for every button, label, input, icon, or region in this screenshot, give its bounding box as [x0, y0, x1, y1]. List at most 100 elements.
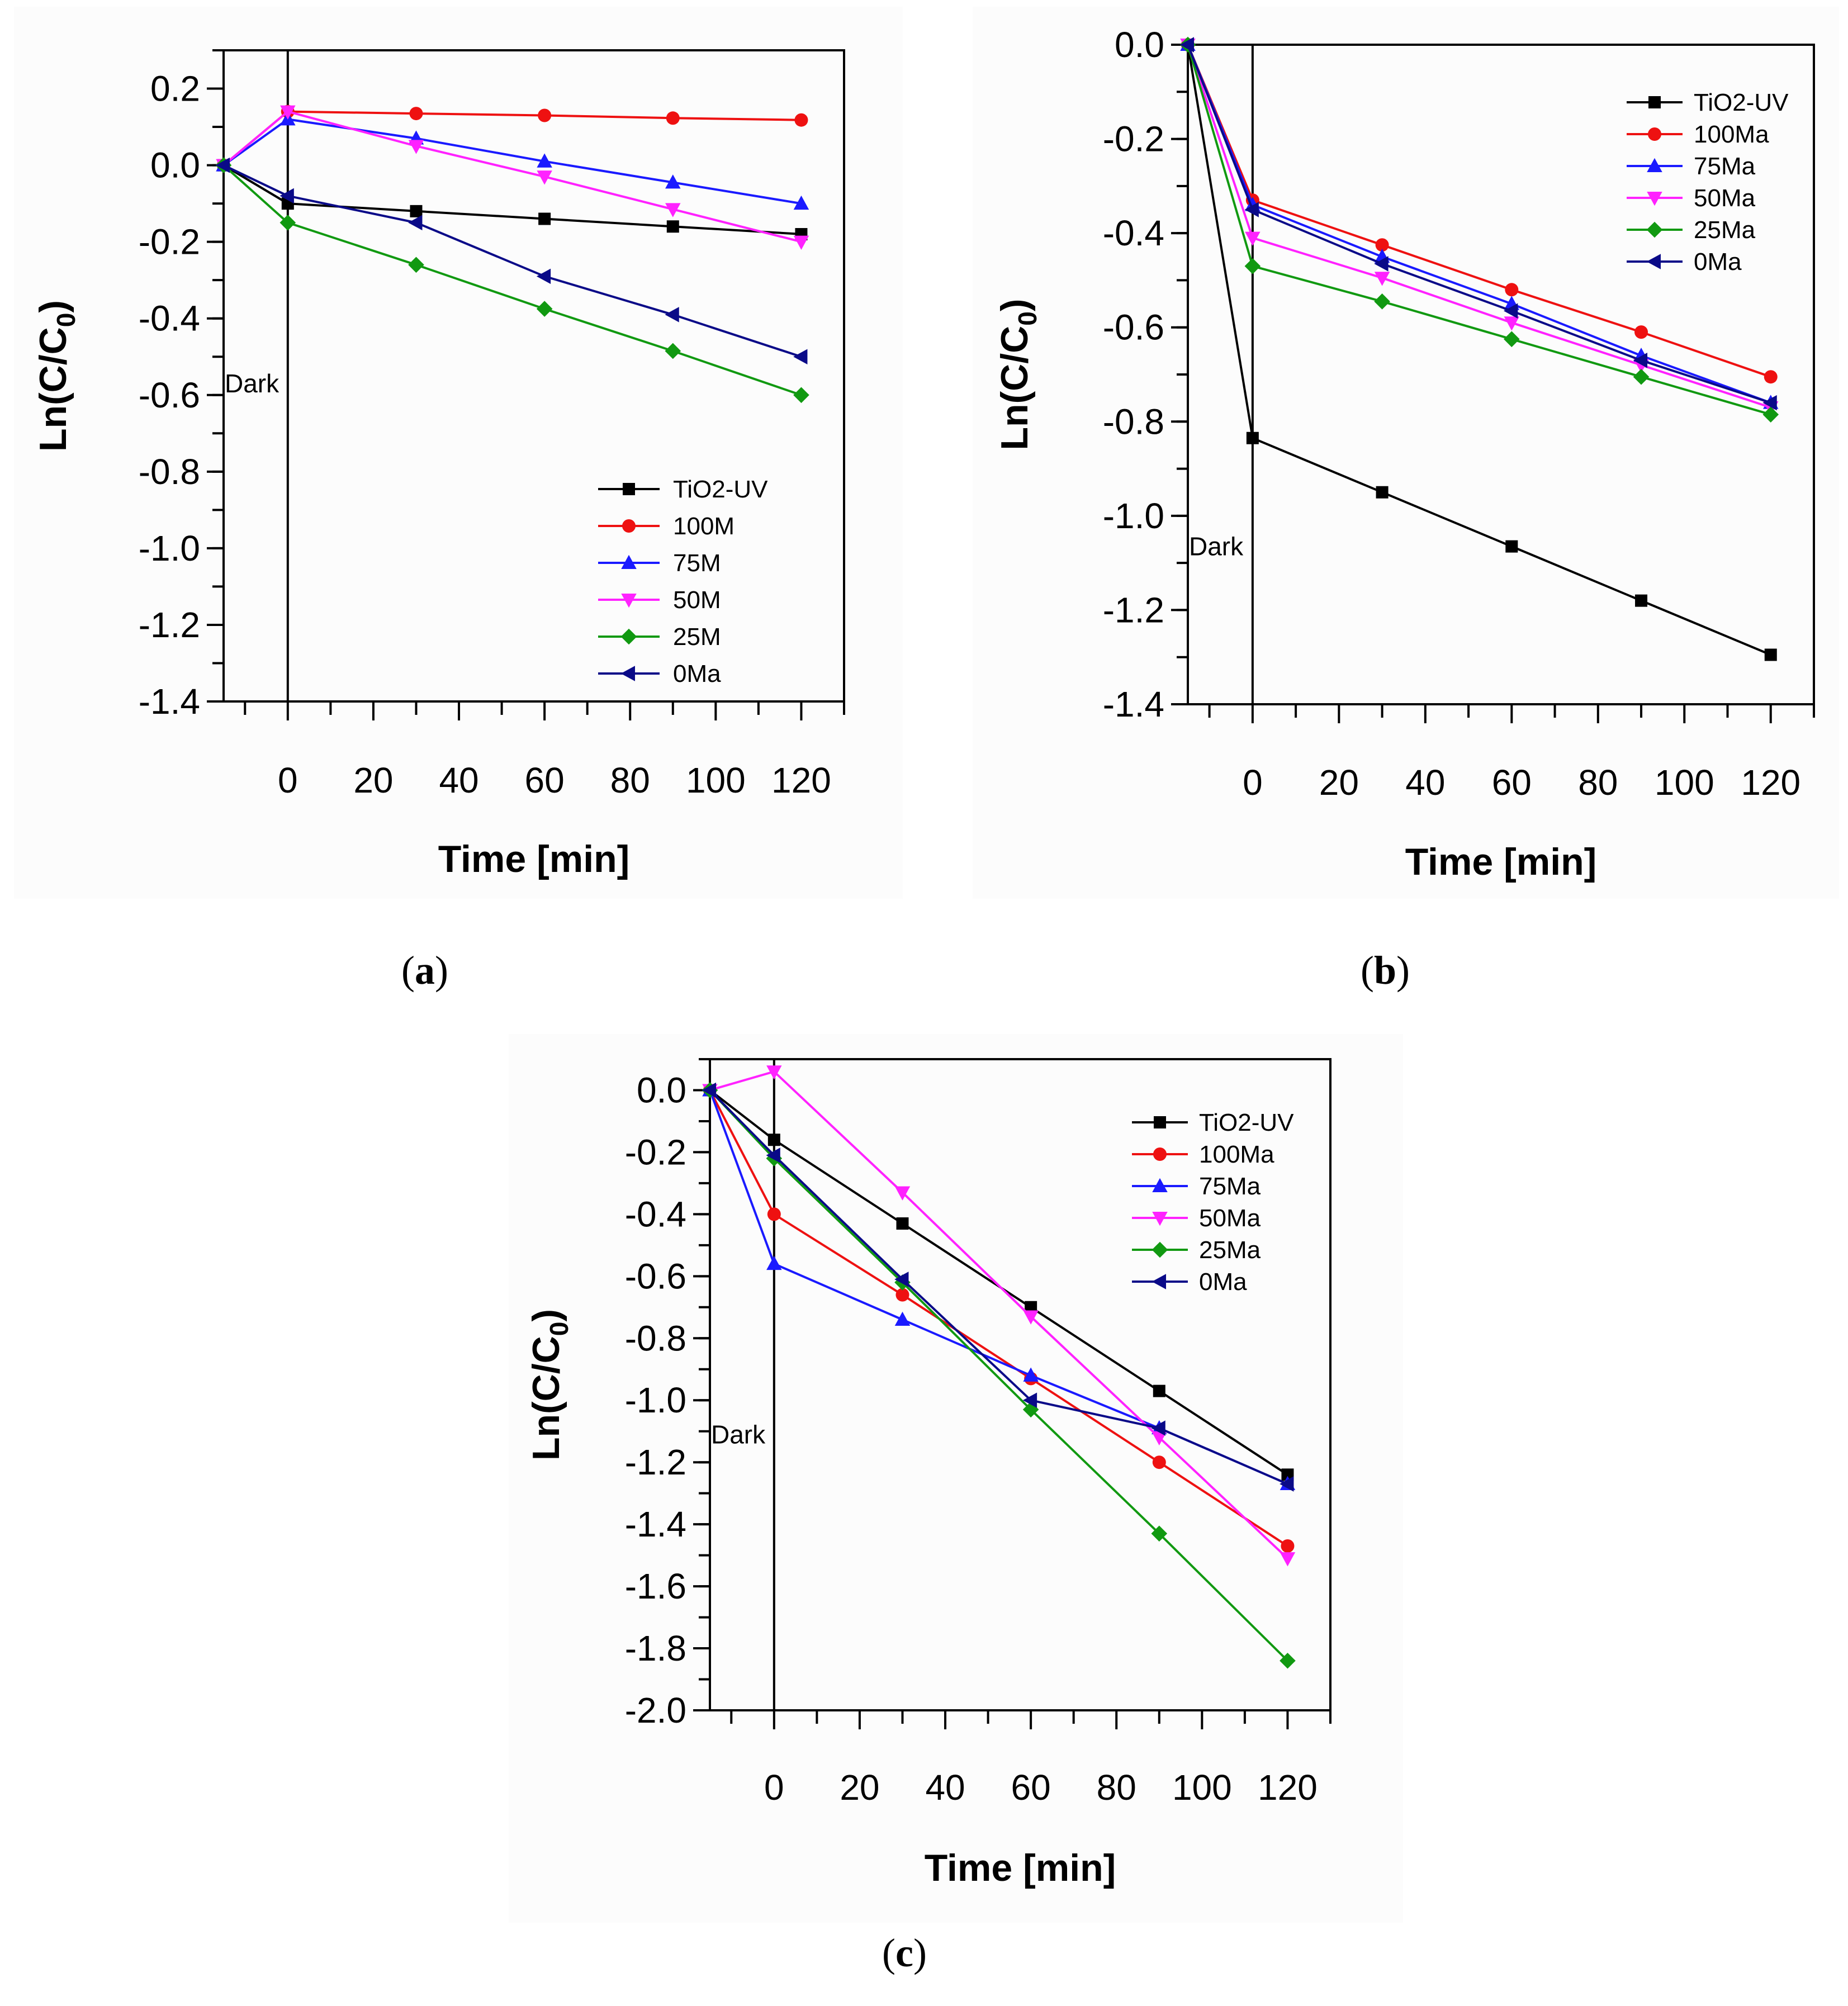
data-point [280, 105, 296, 120]
x-tick-label: 80 [1097, 1767, 1136, 1808]
series-line [1187, 44, 1771, 656]
series-25M [215, 157, 809, 404]
dark-annotation: Dark [225, 369, 279, 398]
data-point [665, 343, 681, 359]
legend-marker [1648, 127, 1661, 141]
data-point [665, 203, 681, 217]
data-point [1280, 1652, 1296, 1669]
data-point [794, 113, 808, 127]
data-point [767, 1134, 780, 1146]
y-tick-label: -0.4 [1103, 213, 1164, 253]
y-tick-label: -2.0 [625, 1690, 686, 1730]
data-point [1246, 431, 1259, 444]
legend-label: TiO2-UV [673, 476, 768, 503]
data-point [1376, 486, 1389, 499]
x-axis-title: Time [min] [925, 1847, 1116, 1889]
series-line [222, 164, 802, 235]
y-tick-label: -1.0 [139, 528, 200, 568]
y-tick-label: -1.4 [1103, 684, 1164, 724]
y-tick-label: -0.4 [139, 298, 200, 339]
y-tick-label: 0.2 [150, 69, 200, 109]
y-tick-label: -0.8 [139, 452, 200, 492]
y-axis-title: Ln(C/C0) [32, 300, 80, 452]
data-point [767, 1207, 781, 1221]
data-point [279, 188, 294, 204]
dark-annotation: Dark [711, 1420, 766, 1449]
data-point [895, 1288, 909, 1302]
data-point [1280, 1476, 1294, 1492]
chart-panel-b: 0.0 -0.2 -0.4 -0.6 -0.8 -1.0 -1.2 -1.4 0 20 40 60 80… [973, 7, 1839, 899]
panel-caption: (b) [1361, 948, 1410, 993]
series-0Ma [215, 157, 808, 364]
x-tick-label: 60 [1011, 1767, 1051, 1808]
y-tick-label: -0.4 [625, 1194, 686, 1234]
data-point [279, 215, 296, 231]
data-point [1633, 368, 1650, 385]
y-tick-label: -1.2 [1103, 590, 1164, 630]
data-point [793, 387, 809, 404]
legend-label: 25Ma [1694, 216, 1756, 244]
legend-marker [1154, 1116, 1166, 1128]
legend-label: 25Ma [1199, 1236, 1261, 1264]
series-50M [216, 105, 809, 250]
legend-label: 0Ma [1199, 1268, 1247, 1296]
panel-background [973, 7, 1839, 899]
data-point [793, 349, 808, 364]
data-point [666, 220, 679, 233]
legend-marker [1647, 192, 1662, 206]
data-point [793, 235, 809, 250]
data-point [793, 195, 809, 210]
data-point [1504, 316, 1520, 331]
x-tick-label: 0 [764, 1767, 784, 1808]
data-point [408, 215, 423, 231]
data-point [894, 1272, 909, 1287]
legend-marker [621, 554, 637, 569]
y-tick-label: 0.0 [1115, 25, 1164, 65]
legend-marker [1152, 1178, 1168, 1192]
y-tick-label: -1.2 [139, 605, 200, 645]
x-axis-title: Time [min] [1405, 841, 1597, 883]
x-tick-label: 20 [840, 1767, 879, 1808]
y-tick-label: -0.6 [625, 1256, 686, 1296]
data-point [1762, 406, 1779, 423]
legend-marker [1152, 1274, 1166, 1289]
data-point [1245, 231, 1261, 246]
data-point [665, 307, 679, 323]
legend-label: TiO2-UV [1694, 89, 1789, 116]
y-tick-label: -1.4 [625, 1504, 686, 1544]
x-axis-title: Time [min] [438, 838, 630, 880]
series-line [1187, 44, 1771, 378]
series-line [222, 110, 802, 243]
chart-panel-a: 0.2 0.0 -0.2 -0.4 -0.6 -0.8 -1.0 -1.2 -1.4 0 20 40 6… [14, 7, 903, 899]
legend-label: 100M [673, 513, 735, 540]
plot-frame [709, 1058, 1331, 1711]
y-tick-label: -0.2 [139, 222, 200, 262]
data-point [538, 108, 552, 122]
legend-marker [620, 666, 635, 681]
series-line [709, 1089, 1288, 1662]
x-tick-label: 40 [925, 1767, 965, 1808]
series-50Ma [702, 1065, 1296, 1567]
legend-marker [1646, 221, 1663, 238]
data-point [1762, 395, 1777, 411]
data-point [766, 1147, 780, 1163]
y-axis-title: Ln(C/C0) [525, 1309, 574, 1460]
data-point [1505, 540, 1518, 553]
series-0Ma [1179, 37, 1777, 411]
x-tick-label: 120 [1258, 1767, 1318, 1808]
y-tick-label: -1.8 [625, 1628, 686, 1668]
data-point [1764, 370, 1778, 384]
x-tick-label: 120 [771, 760, 831, 800]
data-point [1025, 1301, 1037, 1313]
x-tick-label: 0 [1243, 762, 1263, 803]
data-point [894, 1186, 911, 1201]
series-line [222, 118, 802, 205]
data-point [894, 1311, 911, 1326]
data-point [1633, 352, 1648, 368]
data-point [408, 257, 424, 273]
series-line [1187, 44, 1771, 416]
legend-label: TiO2-UV [1199, 1109, 1294, 1136]
legend-marker [1648, 96, 1661, 108]
x-tick-label: 60 [1492, 762, 1532, 803]
y-tick-label: -0.2 [625, 1132, 686, 1172]
